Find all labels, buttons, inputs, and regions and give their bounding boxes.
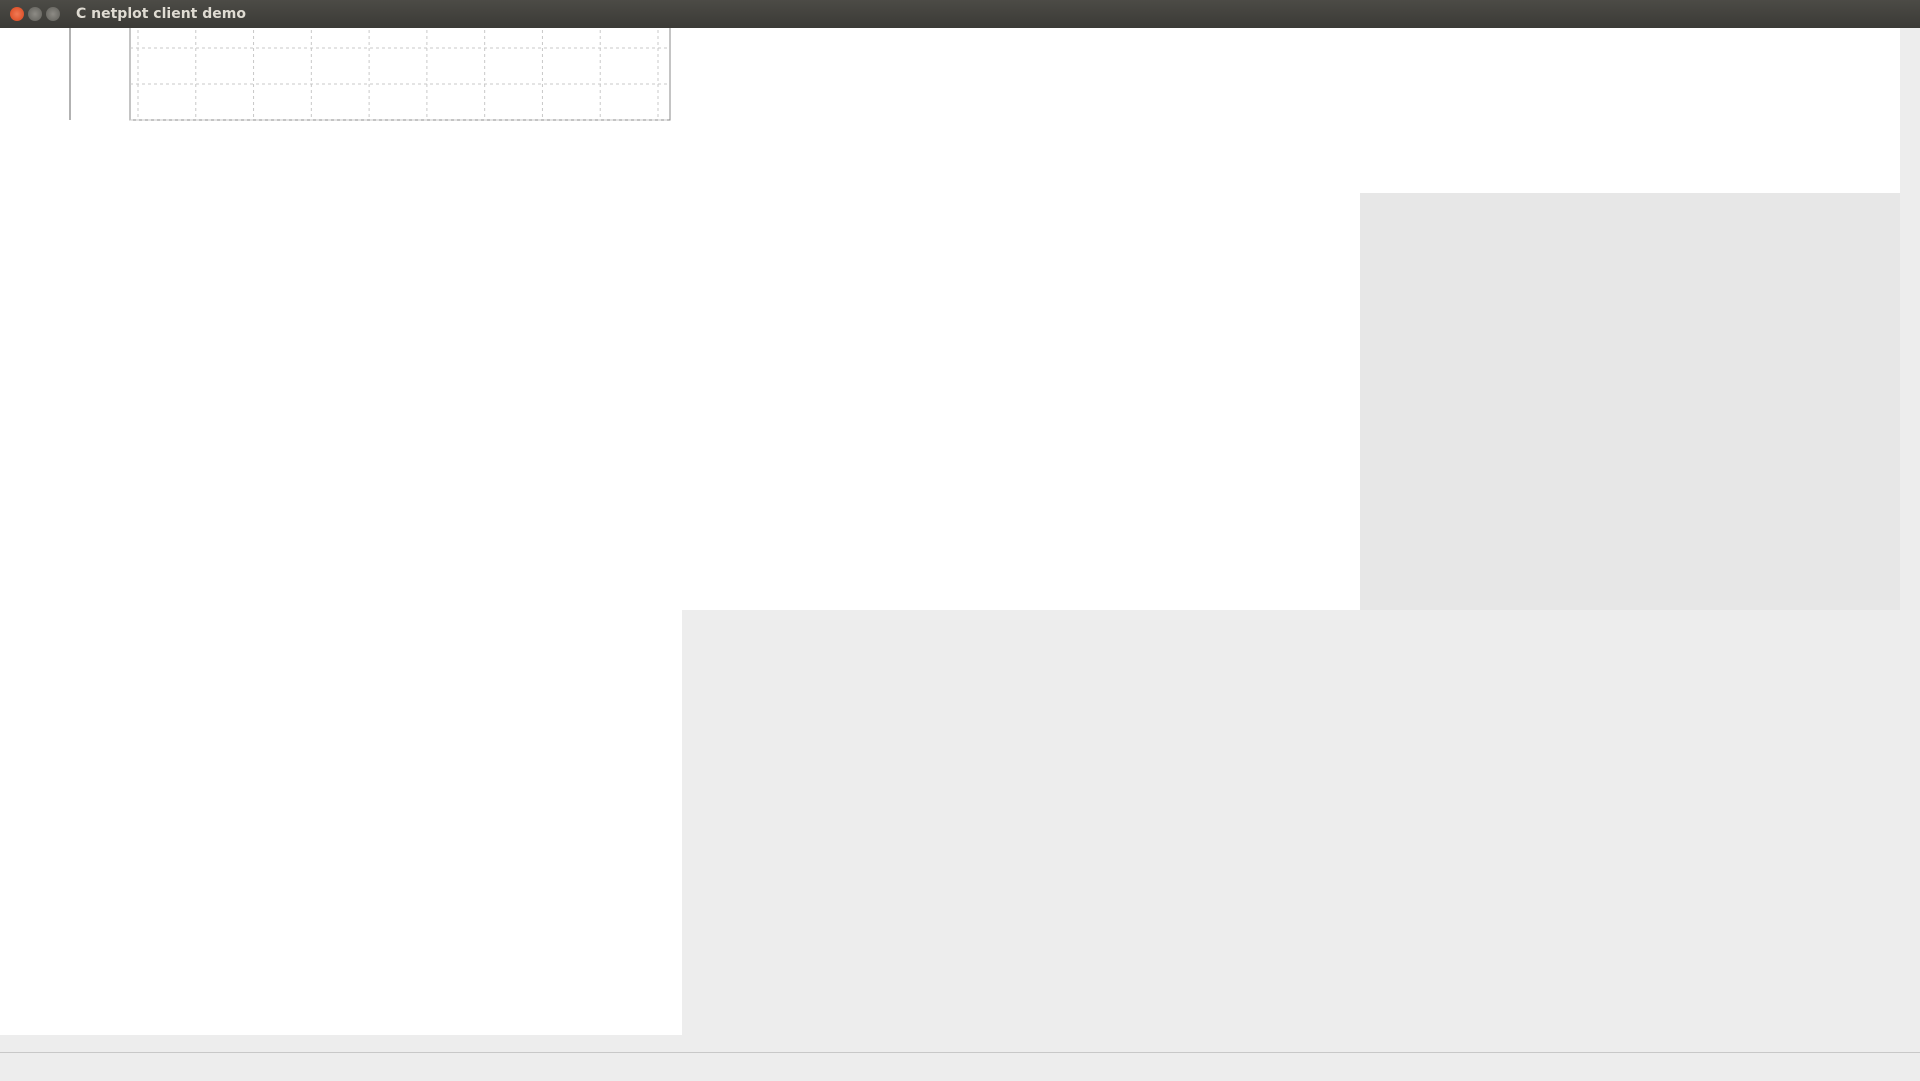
status-bar bbox=[0, 1052, 1920, 1081]
panel-gauge-background bbox=[1360, 193, 1900, 610]
close-window-button[interactable] bbox=[10, 7, 24, 21]
maximize-window-button[interactable] bbox=[46, 7, 60, 21]
charts-canvas bbox=[0, 28, 1920, 1080]
minimize-window-button[interactable] bbox=[28, 7, 42, 21]
panel-cached-background bbox=[0, 610, 682, 1035]
window-title: C netplot client demo bbox=[76, 6, 246, 22]
top-left-plot-area bbox=[130, 28, 670, 120]
chart-panel-area bbox=[0, 28, 1920, 1080]
window-titlebar: C netplot client demo bbox=[0, 0, 1920, 28]
panel-top-right-background bbox=[1360, 28, 1900, 193]
